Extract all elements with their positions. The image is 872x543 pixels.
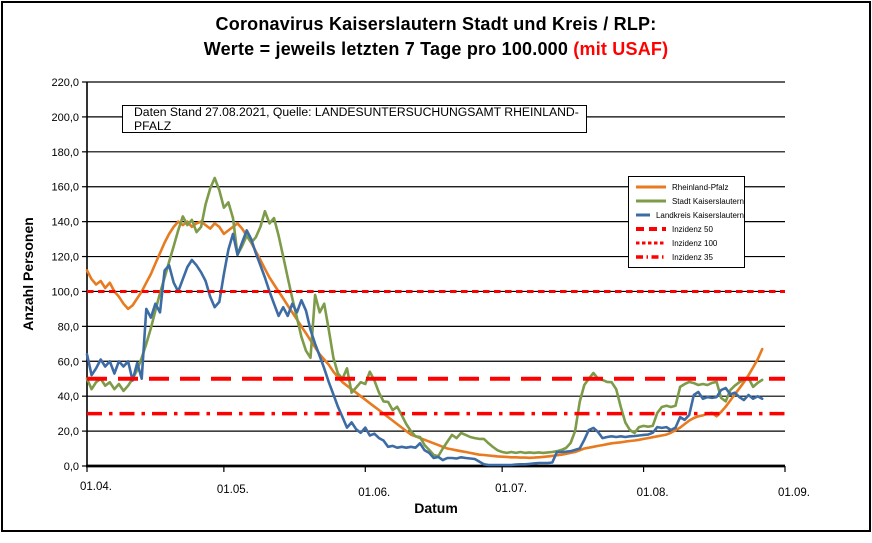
x-tick-label: 01.06. — [358, 487, 390, 499]
chart-title-usaf: (mit USAF) — [573, 39, 669, 59]
legend-line-sample — [636, 241, 666, 245]
y-tick-label: 0,0 — [64, 461, 79, 473]
x-tick-label: 01.07. — [495, 483, 527, 495]
y-tick-label: 180,0 — [51, 147, 79, 159]
y-tick-label: 40,0 — [58, 391, 79, 403]
legend-item: Stadt Kaiserslautern — [636, 197, 744, 206]
legend-item-label: Rheinland-Pfalz — [672, 182, 729, 192]
data-source-box: Daten Stand 27.08.2021, Quelle: LANDESUN… — [122, 105, 587, 133]
legend-item: Rheinland-Pfalz — [636, 183, 744, 192]
chart-title-line1: Coronavirus Kaiserslautern Stadt und Kre… — [215, 14, 657, 34]
legend-item-label: Landkreis Kaiserslautern — [655, 210, 744, 220]
legend-line-sample — [636, 255, 666, 259]
y-tick-label: 160,0 — [51, 182, 79, 194]
legend-box: Rheinland-Pfalz Stadt Kaiserslautern Landk… — [628, 176, 745, 268]
x-tick-label: 01.09. — [778, 487, 810, 499]
series-line-stadt-kaiserslautern — [85, 176, 764, 458]
x-tick-label: 01.04. — [80, 481, 112, 493]
chart-title: Coronavirus Kaiserslautern Stadt und Kre… — [0, 12, 872, 62]
x-tick-label: 01.08. — [637, 487, 669, 499]
legend-item-label: Inzidenz 35 — [672, 252, 713, 262]
y-tick-label: 140,0 — [51, 217, 79, 229]
y-tick-label: 60,0 — [58, 356, 79, 368]
legend-item-label: Stadt Kaiserslautern — [671, 196, 744, 206]
data-source-text: Daten Stand 27.08.2021, Quelle: LANDESUN… — [134, 105, 579, 133]
series-line-rheinland-pfalz — [85, 220, 764, 460]
legend-line-sample — [636, 199, 666, 203]
legend-item-label: Inzidenz 50 — [672, 224, 713, 234]
legend-line-sample — [636, 185, 666, 189]
y-tick-label: 20,0 — [58, 426, 79, 438]
y-tick-label: 120,0 — [51, 252, 79, 264]
legend-line-sample — [636, 213, 650, 217]
x-tick-label: 01.05. — [217, 484, 249, 496]
y-tick-label: 220,0 — [51, 77, 79, 89]
legend-item: Inzidenz 100 — [636, 239, 744, 248]
legend-item: Inzidenz 50 — [636, 225, 744, 234]
legend-line-sample — [636, 227, 666, 231]
series-line-landkreis-kaiserslautern — [85, 229, 764, 467]
chart-title-line2: Werte = jeweils letzten 7 Tage pro 100.0… — [203, 39, 574, 59]
y-tick-label: 80,0 — [58, 321, 79, 333]
x-axis-title: Datum — [414, 500, 458, 516]
y-tick-label: 100,0 — [51, 286, 79, 298]
y-tick-label: 200,0 — [51, 112, 79, 124]
legend-item: Landkreis Kaiserslautern — [636, 211, 744, 220]
legend-item-label: Inzidenz 100 — [672, 238, 718, 248]
legend-item: Inzidenz 35 — [636, 253, 744, 262]
